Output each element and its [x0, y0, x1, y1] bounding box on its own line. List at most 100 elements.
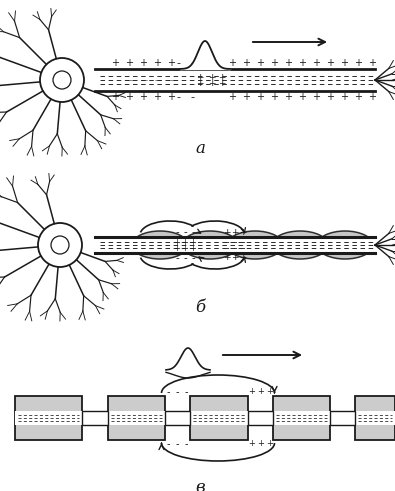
Text: -: -	[184, 439, 188, 449]
Text: -: -	[259, 410, 263, 420]
Text: -: -	[250, 410, 254, 420]
Text: +: +	[354, 92, 362, 102]
Text: +: +	[190, 238, 196, 246]
Text: +: +	[139, 92, 147, 102]
FancyBboxPatch shape	[355, 396, 395, 440]
Text: —: —	[154, 77, 162, 83]
Text: +: +	[165, 416, 171, 426]
Text: +: +	[139, 58, 147, 68]
Bar	[165, 411, 190, 425]
Text: a: a	[195, 139, 205, 157]
Bar	[82, 411, 108, 425]
Text: -: -	[241, 243, 245, 253]
Text: б: б	[195, 300, 205, 317]
Bar	[95, 237, 375, 253]
Ellipse shape	[132, 231, 188, 259]
Text: -: -	[190, 58, 194, 68]
Text: +: +	[340, 58, 348, 68]
Text: +: +	[270, 92, 278, 102]
Text: +: +	[326, 92, 334, 102]
Text: +: +	[239, 227, 247, 237]
Text: +: +	[256, 92, 264, 102]
Bar	[355, 411, 395, 425]
Text: -: -	[241, 237, 245, 247]
Text: +: +	[298, 58, 306, 68]
Text: -: -	[175, 253, 179, 263]
Bar	[95, 69, 375, 91]
Text: +: +	[258, 387, 264, 397]
Text: +: +	[153, 92, 161, 102]
Text: -: -	[176, 92, 180, 102]
Text: -: -	[190, 92, 194, 102]
Text: +: +	[368, 92, 376, 102]
Text: +: +	[208, 79, 216, 87]
Text: -: -	[259, 416, 263, 426]
Text: -: -	[191, 253, 195, 263]
FancyBboxPatch shape	[108, 396, 165, 440]
Text: +: +	[256, 58, 264, 68]
Text: +: +	[270, 58, 278, 68]
Text: +: +	[182, 238, 188, 246]
Ellipse shape	[272, 231, 328, 259]
Text: +: +	[125, 92, 133, 102]
Text: +: +	[312, 58, 320, 68]
Bar	[273, 411, 330, 425]
Text: +: +	[368, 58, 376, 68]
Text: +: +	[111, 92, 119, 102]
Text: +: +	[182, 416, 190, 426]
Text: -: -	[166, 439, 170, 449]
Text: +: +	[182, 244, 188, 252]
Text: +: +	[231, 253, 239, 263]
Text: +: +	[111, 58, 119, 68]
Text: +: +	[218, 79, 226, 87]
Text: +: +	[208, 73, 216, 82]
Text: -: -	[175, 439, 179, 449]
Text: +: +	[231, 227, 239, 237]
Text: +: +	[248, 387, 256, 397]
Text: в: в	[195, 480, 205, 491]
Ellipse shape	[317, 231, 373, 259]
Text: +: +	[312, 92, 320, 102]
Text: +: +	[218, 73, 226, 82]
Text: +: +	[326, 58, 334, 68]
Text: +: +	[228, 92, 236, 102]
Text: +: +	[284, 92, 292, 102]
Text: +: +	[173, 238, 181, 246]
Text: -: -	[184, 387, 188, 397]
Text: +: +	[165, 410, 171, 419]
Text: +: +	[248, 439, 256, 448]
Text: -: -	[250, 416, 254, 426]
FancyBboxPatch shape	[190, 396, 248, 440]
Text: -: -	[225, 243, 229, 253]
Text: -: -	[268, 416, 272, 426]
Text: +: +	[284, 58, 292, 68]
Text: +: +	[125, 58, 133, 68]
Text: +: +	[267, 387, 273, 397]
Text: -: -	[268, 410, 272, 420]
Text: +: +	[223, 227, 231, 237]
Text: —: —	[169, 77, 175, 83]
Text: -: -	[225, 237, 229, 247]
Text: +: +	[298, 92, 306, 102]
Text: —: —	[126, 77, 134, 83]
Bar	[108, 411, 165, 425]
Text: +: +	[173, 244, 181, 252]
Text: +: +	[153, 58, 161, 68]
Text: +: +	[267, 439, 273, 448]
Text: +: +	[167, 58, 175, 68]
Ellipse shape	[227, 231, 283, 259]
FancyBboxPatch shape	[15, 396, 82, 440]
Text: -: -	[166, 387, 170, 397]
Text: +: +	[239, 253, 247, 263]
FancyBboxPatch shape	[273, 396, 330, 440]
Text: -: -	[176, 58, 180, 68]
Text: —: —	[141, 77, 147, 83]
Text: +: +	[173, 416, 181, 426]
Text: +: +	[242, 92, 250, 102]
Ellipse shape	[182, 231, 238, 259]
Text: +: +	[167, 92, 175, 102]
Text: +: +	[242, 58, 250, 68]
Text: -: -	[191, 227, 195, 237]
Text: -: -	[175, 227, 179, 237]
Text: +: +	[340, 92, 348, 102]
